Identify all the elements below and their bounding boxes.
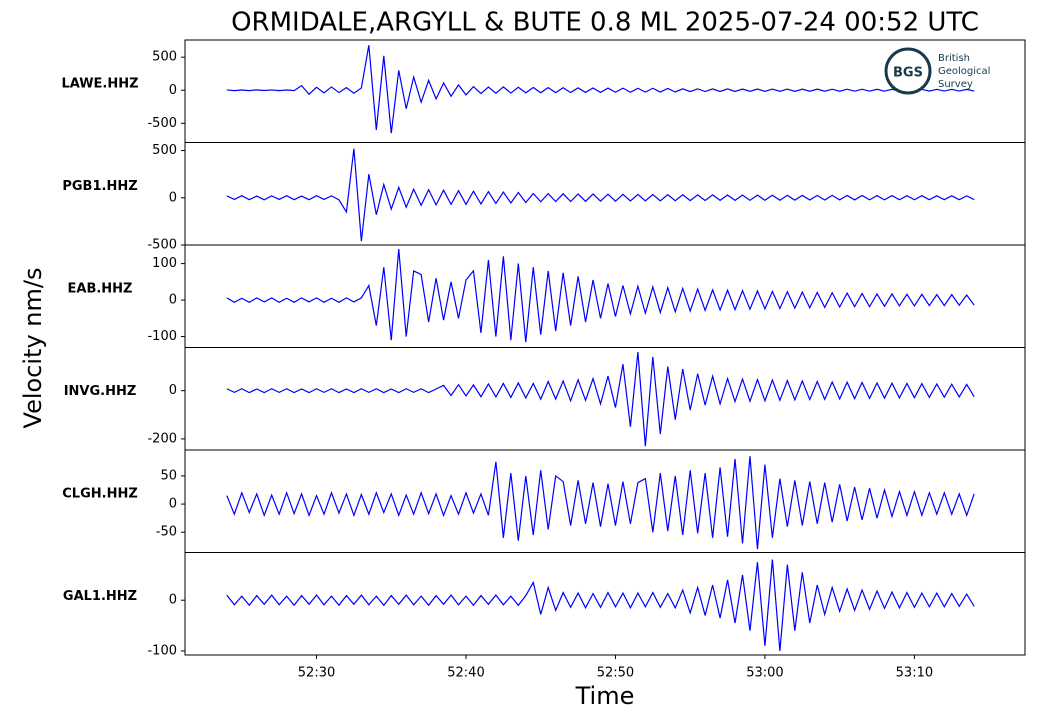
x-axis-label: Time (575, 682, 635, 710)
panel-frame (184, 142, 1026, 246)
trace-group (226, 45, 975, 134)
panel-frame (184, 552, 1026, 656)
trace (226, 148, 975, 242)
trace-group (226, 456, 975, 550)
trace (226, 45, 975, 134)
trace-group (226, 352, 975, 447)
trace (226, 352, 975, 447)
y-tick-label: -100 (147, 329, 177, 344)
chart-title: ORMIDALE,ARGYLL & BUTE 0.8 ML 2025-07-24… (231, 8, 979, 38)
y-tick-label: 0 (169, 383, 177, 398)
y-tick-label: -200 (147, 431, 177, 446)
station-label: LAWE.HHZ (61, 77, 138, 92)
station-label: INVG.HHZ (64, 384, 137, 399)
y-tick-label: 0 (169, 497, 177, 512)
station-label: CLGH.HHZ (62, 487, 138, 502)
x-tick-label: 52:30 (298, 666, 335, 681)
y-tick-label: 500 (152, 50, 177, 65)
trace-group (226, 148, 975, 242)
x-tick-label: 53:10 (896, 666, 933, 681)
station-label: EAB.HHZ (68, 282, 133, 297)
station-label: PGB1.HHZ (62, 179, 137, 194)
y-tick-label: -100 (147, 643, 177, 658)
x-tick-label: 52:40 (447, 666, 484, 681)
x-tick-label: 52:50 (597, 666, 634, 681)
logo-text: Survey (938, 79, 973, 90)
y-tick-label: -500 (147, 238, 177, 253)
logo-abbr: BGS (893, 66, 923, 81)
panel-frame (184, 347, 1026, 451)
y-tick-label: -500 (147, 116, 177, 131)
trace-group (226, 559, 975, 651)
y-tick-label: 50 (160, 468, 177, 483)
logo: BGS British Geological Survey (884, 47, 990, 95)
logo-text: Geological (938, 66, 990, 77)
x-tick-label: 53:00 (746, 666, 783, 681)
y-tick-label: 500 (152, 143, 177, 158)
y-axis-label: Velocity nm/s (19, 268, 47, 429)
y-tick-label: 0 (169, 293, 177, 308)
station-label: GAL1.HHZ (63, 589, 137, 604)
trace (226, 559, 975, 651)
trace (226, 248, 975, 343)
y-tick-label: -50 (156, 525, 177, 540)
y-tick-label: 0 (169, 593, 177, 608)
logo-text: British (938, 53, 970, 64)
logo-ring (884, 47, 932, 95)
y-tick-label: 100 (152, 256, 177, 271)
y-tick-label: 0 (169, 83, 177, 98)
trace (226, 456, 975, 550)
y-tick-label: 0 (169, 190, 177, 205)
trace-group (226, 248, 975, 343)
